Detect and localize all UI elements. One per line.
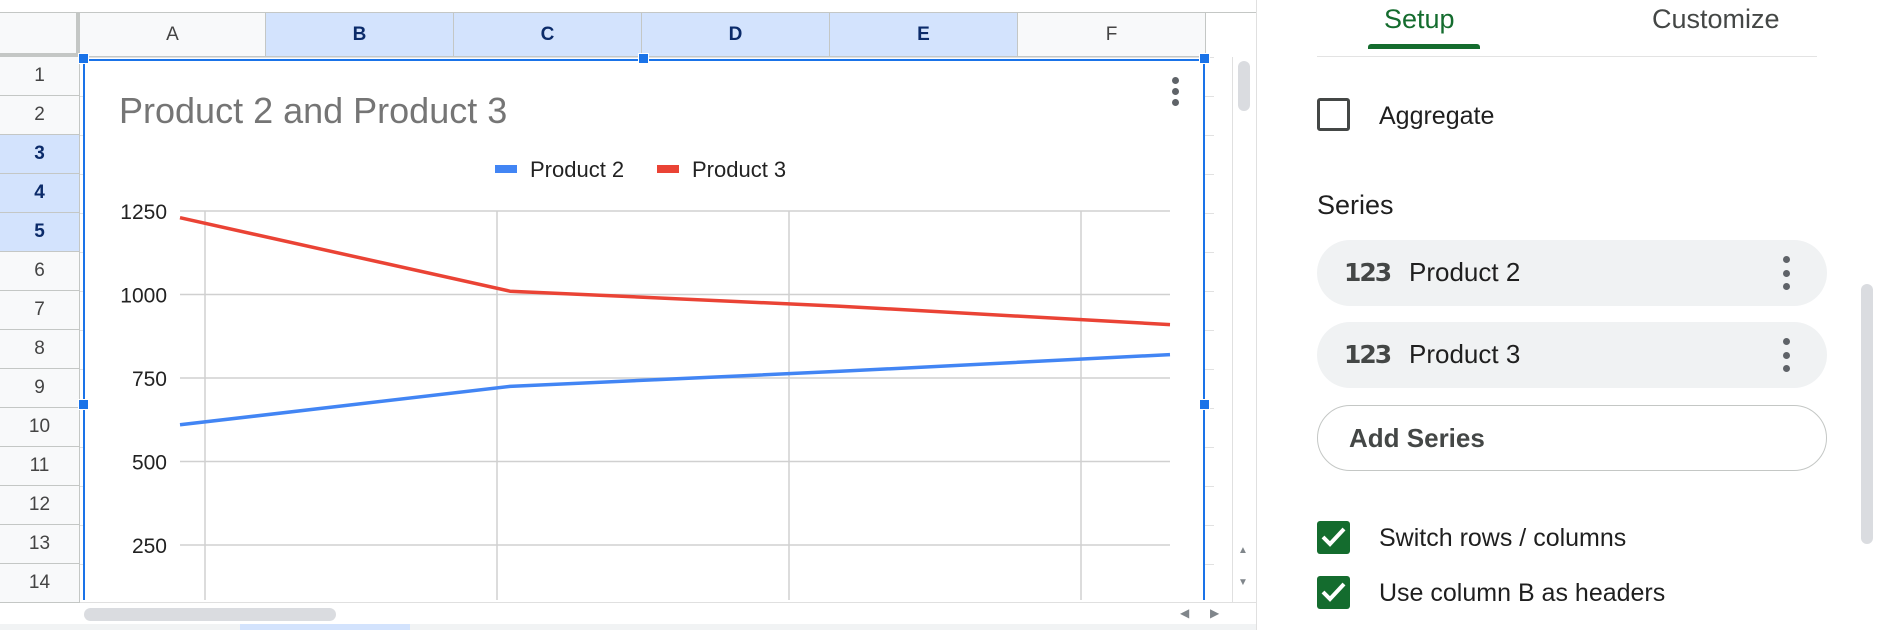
column-header-c[interactable]: C — [454, 13, 642, 57]
checkmark-icon — [1321, 582, 1346, 602]
legend-swatch-1 — [495, 165, 517, 173]
active-sheet-tab[interactable] — [240, 624, 410, 630]
scroll-left-arrow-icon[interactable]: ◀ — [1180, 606, 1190, 620]
horizontal-scroll-thumb[interactable] — [84, 608, 336, 621]
row-header-11[interactable]: 11 — [0, 447, 80, 486]
row-header-4[interactable]: 4 — [0, 174, 80, 213]
row-header-12[interactable]: 12 — [0, 486, 80, 525]
series-item-label: Product 3 — [1409, 339, 1521, 369]
chart-resize-handle-top-left[interactable] — [78, 53, 89, 64]
row-header-7[interactable]: 7 — [0, 291, 80, 330]
embedded-chart[interactable]: Product 2 and Product 3 Product 2 Product … — [83, 59, 1205, 600]
row-header-1[interactable]: 1 — [0, 57, 80, 96]
row-header-14[interactable]: 14 — [0, 564, 80, 603]
vertical-scrollbar[interactable]: ▲ ▼ — [1232, 57, 1254, 602]
scroll-up-arrow-icon[interactable]: ▲ — [1238, 545, 1248, 556]
tab-divider — [1317, 56, 1817, 57]
select-all-corner[interactable] — [0, 13, 80, 57]
legend-swatch-2 — [657, 165, 679, 173]
chart-resize-handle-top-right[interactable] — [1199, 53, 1210, 64]
series-more-options-icon[interactable] — [1780, 256, 1792, 290]
use-column-headers-label: Use column B as headers — [1379, 579, 1666, 607]
active-tab-indicator — [1368, 44, 1480, 49]
legend-label-2: Product 3 — [692, 157, 786, 182]
chart-more-options-icon[interactable] — [1163, 71, 1187, 111]
series-line-2 — [179, 215, 1171, 327]
horizontal-scrollbar[interactable]: ◀ ▶ — [80, 602, 1256, 624]
checkmark-icon — [1321, 527, 1346, 547]
aggregate-checkbox[interactable] — [1317, 98, 1350, 131]
column-header-b[interactable]: B — [266, 13, 454, 57]
number-series-icon: 123 — [1344, 340, 1392, 369]
row-header-10[interactable]: 10 — [0, 408, 80, 447]
column-header-a[interactable]: A — [80, 13, 266, 57]
row-header-9[interactable]: 9 — [0, 369, 80, 408]
y-tick-label-0: 1250 — [120, 201, 167, 224]
column-header-f[interactable]: F — [1018, 13, 1206, 57]
row-header-13[interactable]: 13 — [0, 525, 80, 564]
chart-resize-handle-left[interactable] — [78, 399, 89, 410]
series-item-product-2[interactable]: 123 Product 2 — [1317, 240, 1827, 306]
sheet-tabs-bar — [0, 624, 1256, 630]
tab-setup[interactable]: Setup — [1384, 4, 1455, 34]
chart-resize-handle-right[interactable] — [1199, 399, 1210, 410]
scroll-down-arrow-icon[interactable]: ▼ — [1238, 577, 1248, 588]
chart-editor-panel: Setup Customize Aggregate Series 123 Pro… — [1256, 0, 1894, 630]
series-line-1 — [179, 352, 1171, 427]
sheet-top-edge — [0, 0, 1256, 13]
series-item-label: Product 2 — [1409, 257, 1521, 287]
legend-label-1: Product 2 — [530, 157, 624, 182]
series-more-options-icon[interactable] — [1780, 338, 1792, 372]
row-header-3[interactable]: 3 — [0, 135, 80, 174]
panel-scrollbar-thumb[interactable] — [1861, 284, 1873, 544]
number-series-icon: 123 — [1344, 258, 1392, 287]
line-chart: Product 2 and Product 3 Product 2 Product … — [119, 90, 1171, 600]
tab-customize[interactable]: Customize — [1652, 4, 1780, 34]
row-header-2[interactable]: 2 — [0, 96, 80, 135]
row-header-6[interactable]: 6 — [0, 252, 80, 291]
row-header-8[interactable]: 8 — [0, 330, 80, 369]
switch-rows-columns-checkbox[interactable] — [1317, 521, 1350, 554]
add-series-button[interactable]: Add Series — [1317, 405, 1827, 471]
series-item-product-3[interactable]: 123 Product 3 — [1317, 322, 1827, 388]
aggregate-label: Aggregate — [1379, 102, 1495, 130]
y-tick-label-1: 1000 — [120, 285, 167, 308]
vertical-scroll-thumb[interactable] — [1238, 61, 1250, 111]
switch-rows-columns-label: Switch rows / columns — [1379, 524, 1627, 552]
series-heading: Series — [1317, 190, 1394, 220]
use-column-headers-checkbox[interactable] — [1317, 576, 1350, 609]
chart-resize-handle-top[interactable] — [638, 53, 649, 64]
chart-title: Product 2 and Product 3 — [119, 90, 507, 131]
add-series-label: Add Series — [1349, 423, 1485, 453]
column-header-d[interactable]: D — [642, 13, 830, 57]
column-header-e[interactable]: E — [830, 13, 1018, 57]
scroll-right-arrow-icon[interactable]: ▶ — [1210, 606, 1220, 620]
row-header-5[interactable]: 5 — [0, 213, 80, 252]
y-tick-label-3: 500 — [132, 452, 167, 475]
y-tick-label-2: 750 — [132, 368, 167, 391]
y-tick-label-4: 250 — [132, 535, 167, 558]
